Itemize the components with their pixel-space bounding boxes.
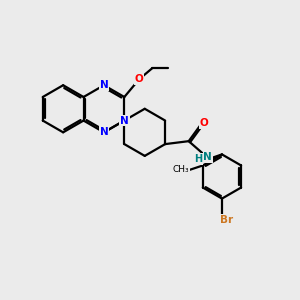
Text: N: N <box>203 152 212 162</box>
Text: N: N <box>100 127 108 137</box>
Text: O: O <box>135 74 143 84</box>
Text: N: N <box>120 116 129 126</box>
Text: CH₃: CH₃ <box>172 165 189 174</box>
Text: Br: Br <box>220 215 233 225</box>
Text: H: H <box>194 154 202 164</box>
Text: N: N <box>100 80 108 90</box>
Text: O: O <box>200 118 209 128</box>
